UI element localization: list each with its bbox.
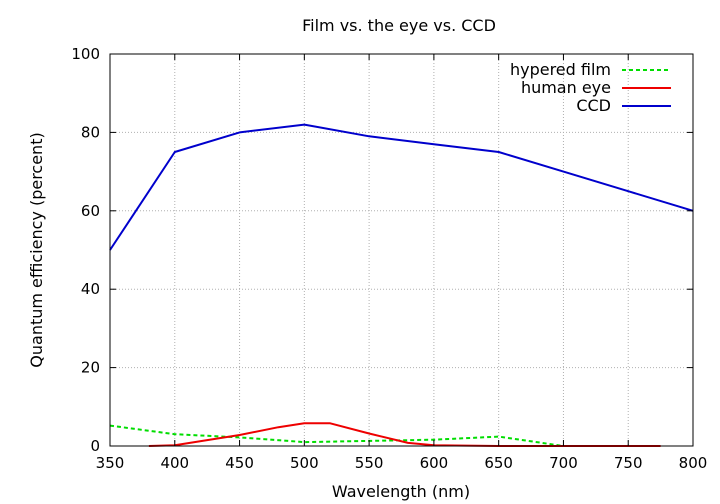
- x-tick-label: 700: [549, 454, 578, 472]
- y-tick-label: 100: [71, 45, 100, 63]
- legend-label: human eye: [521, 78, 611, 97]
- chart-title: Film vs. the eye vs. CCD: [302, 16, 496, 35]
- x-tick-label: 400: [160, 454, 189, 472]
- plot-frame: [109, 53, 694, 447]
- series-layer: [109, 123, 694, 447]
- x-tick-label: 800: [679, 454, 708, 472]
- series-line-hypered-film: [109, 424, 564, 447]
- x-tick-label: 650: [484, 454, 513, 472]
- x-tick-label: 550: [355, 454, 384, 472]
- y-tick-label: 80: [81, 123, 100, 141]
- y-tick-label: 0: [90, 437, 100, 455]
- x-tick-label: 350: [96, 454, 125, 472]
- y-tick-label: 60: [81, 202, 100, 220]
- x-tick-label: 750: [614, 454, 643, 472]
- y-tick-label: 20: [81, 359, 100, 377]
- legend-label: CCD: [576, 96, 611, 115]
- ticks: 350 400 450 500 550 600 650 700 750 800 0 20 40 60 80 1…: [71, 45, 707, 472]
- series-line-human-eye: [148, 422, 661, 447]
- y-tick-label: 40: [81, 280, 100, 298]
- x-tick-label: 600: [420, 454, 449, 472]
- y-axis-title: Quantum efficiency (percent): [27, 132, 46, 367]
- grid: [110, 54, 693, 446]
- x-axis-title: Wavelength (nm): [332, 482, 470, 501]
- series-line-ccd: [109, 123, 694, 251]
- legend-label: hypered film: [510, 60, 611, 79]
- x-tick-label: 450: [225, 454, 254, 472]
- x-tick-label: 500: [290, 454, 319, 472]
